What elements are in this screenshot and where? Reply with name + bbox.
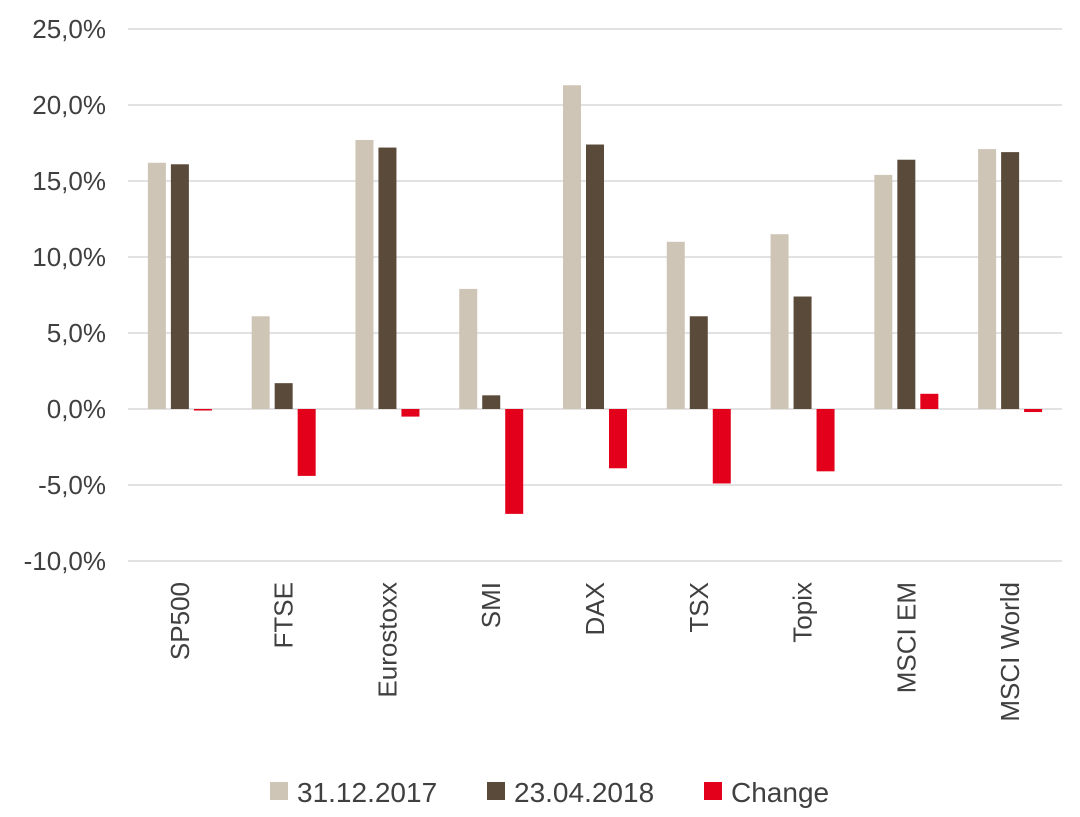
- legend-swatch: [704, 782, 722, 800]
- bar-group-tsx: [666, 241, 731, 484]
- legend-swatch: [270, 782, 288, 800]
- legend-label: 23.04.2018: [514, 777, 654, 808]
- legend: 31.12.2017 23.04.2018 Change: [270, 777, 829, 808]
- bar-change: [816, 409, 835, 472]
- bar-change: [193, 409, 212, 411]
- x-axis-tick-labels: SP500 FTSE Eurostoxx SMI DAX TSX Topix MSCI EM M…: [165, 582, 1025, 722]
- x-tick-label: TSX: [684, 582, 714, 633]
- y-tick-label: -10,0%: [24, 546, 106, 576]
- bar-31-12-2017: [770, 234, 789, 409]
- y-tick-label: 0,0%: [47, 394, 106, 424]
- bar-group-eurostoxx: [355, 139, 420, 417]
- bar-change: [401, 409, 420, 417]
- bar-31-12-2017: [251, 316, 270, 409]
- bar-change: [609, 409, 627, 469]
- legend-swatch: [487, 782, 505, 800]
- bar-change: [1024, 409, 1043, 413]
- legend-item: Change: [704, 777, 829, 808]
- bar-change: [920, 393, 939, 409]
- bar-change: [297, 409, 316, 476]
- y-tick-label: 5,0%: [47, 318, 106, 348]
- x-tick-label: SP500: [165, 582, 195, 660]
- x-tick-label: MSCI EM: [891, 582, 921, 693]
- bar-23-04-2018: [897, 159, 916, 409]
- y-tick-label: -5,0%: [38, 470, 106, 500]
- bar-23-04-2018: [689, 316, 708, 409]
- bar-change: [505, 409, 524, 514]
- y-axis-tick-labels: -10,0% -5,0% 0,0% 5,0% 10,0% 15,0% 20,0% 25,0%: [24, 14, 106, 576]
- x-tick-label: Eurostoxx: [372, 582, 402, 698]
- bar-group-sp500: [147, 162, 212, 411]
- bar-group-dax: [563, 85, 627, 469]
- bar-31-12-2017: [666, 241, 685, 409]
- bar-31-12-2017: [147, 162, 166, 409]
- bar-group-smi: [459, 288, 524, 514]
- legend-item: 31.12.2017: [270, 777, 437, 808]
- x-tick-label: MSCI World: [995, 582, 1025, 722]
- bars: [147, 85, 1043, 514]
- bar-31-12-2017: [563, 85, 581, 410]
- bar-31-12-2017: [978, 149, 997, 409]
- x-tick-label: FTSE: [269, 582, 299, 648]
- bar-group-msci-em: [874, 159, 939, 409]
- y-tick-label: 10,0%: [32, 242, 106, 272]
- bar-23-04-2018: [1001, 152, 1020, 409]
- bar-23-04-2018: [586, 144, 604, 409]
- bar-group-msci-world: [978, 149, 1043, 413]
- bar-23-04-2018: [793, 296, 812, 409]
- y-tick-label: 15,0%: [32, 166, 106, 196]
- y-tick-label: 20,0%: [32, 90, 106, 120]
- legend-label: Change: [731, 777, 829, 808]
- x-tick-label: DAX: [580, 582, 610, 635]
- x-tick-label: SMI: [476, 582, 506, 628]
- x-tick-label: Topix: [788, 582, 818, 643]
- legend-item: 23.04.2018: [487, 777, 654, 808]
- bar-23-04-2018: [482, 395, 501, 409]
- bar-group-topix: [770, 234, 835, 472]
- bar-31-12-2017: [874, 174, 893, 409]
- bar-23-04-2018: [274, 383, 293, 409]
- bar-31-12-2017: [355, 139, 374, 409]
- bar-change: [712, 409, 731, 484]
- y-tick-label: 25,0%: [32, 14, 106, 44]
- bar-23-04-2018: [170, 164, 189, 409]
- legend-label: 31.12.2017: [297, 777, 437, 808]
- bar-group-ftse: [251, 316, 316, 476]
- bar-23-04-2018: [378, 147, 397, 409]
- bar-31-12-2017: [459, 288, 478, 409]
